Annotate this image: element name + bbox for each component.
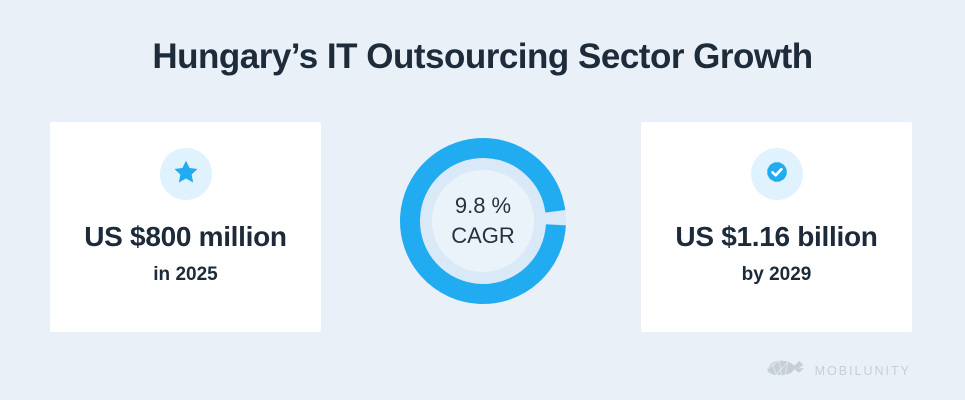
cagr-value: 9.8 %: [454, 193, 512, 218]
brand-logo: MOBILUNITY: [766, 356, 911, 386]
star-icon: [173, 159, 199, 190]
verified-badge-icon: [764, 159, 790, 190]
donut-center-label: 9.8 % CAGR: [398, 136, 568, 306]
stat-period: in 2025: [153, 264, 218, 285]
star-icon-circle: [159, 148, 212, 200]
brand-name: MOBILUNITY: [814, 364, 911, 378]
cagr-caption: CAGR: [451, 223, 515, 248]
stat-value: US $800 million: [84, 221, 287, 252]
page-title: Hungary’s IT Outsourcing Sector Growth: [152, 37, 813, 76]
donut-ring: [400, 138, 566, 304]
stat-period: by 2029: [741, 264, 812, 285]
stat-card-2029: US $1.16 billion by 2029: [641, 122, 912, 332]
stat-value: US $1.16 billion: [675, 221, 878, 252]
cagr-donut-gauge: 9.8 % CAGR: [398, 136, 568, 306]
verified-badge-icon-circle: [750, 148, 803, 200]
stat-card-2025: US $800 million in 2025: [50, 122, 321, 332]
whale-icon: [766, 356, 806, 386]
